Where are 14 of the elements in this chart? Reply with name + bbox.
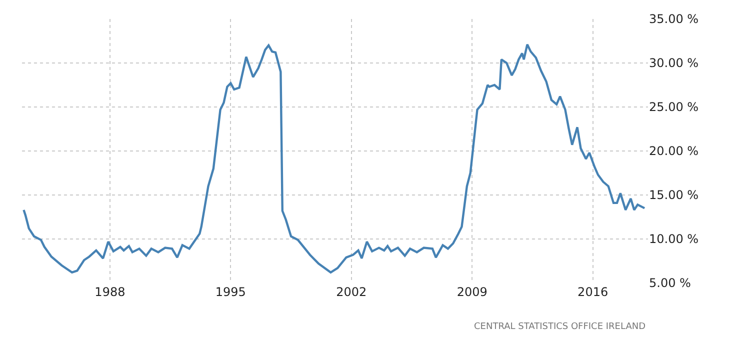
line-series [22, 43, 646, 274]
y-tick-label: 15.00 % [649, 188, 699, 202]
y-tick-label: 25.00 % [649, 100, 699, 114]
text: CENTRAL STATISTICS OFFICE IRELAND [474, 322, 646, 332]
y-tick-label: 5.00 % [649, 276, 691, 290]
y-tick-label: 35.00 % [649, 12, 699, 26]
x-tick-label: 1988 [94, 285, 126, 299]
x-tick-label: 1995 [215, 285, 246, 299]
x-tick-label: 2016 [578, 285, 608, 299]
y-tick-label: 30.00 % [649, 56, 699, 70]
y-tick-label: 10.00 % [649, 232, 699, 246]
y-tick-label: 20.00 % [649, 144, 699, 158]
x-tick-label: 2009 [456, 285, 488, 299]
x-tick-label: 2002 [336, 285, 367, 299]
